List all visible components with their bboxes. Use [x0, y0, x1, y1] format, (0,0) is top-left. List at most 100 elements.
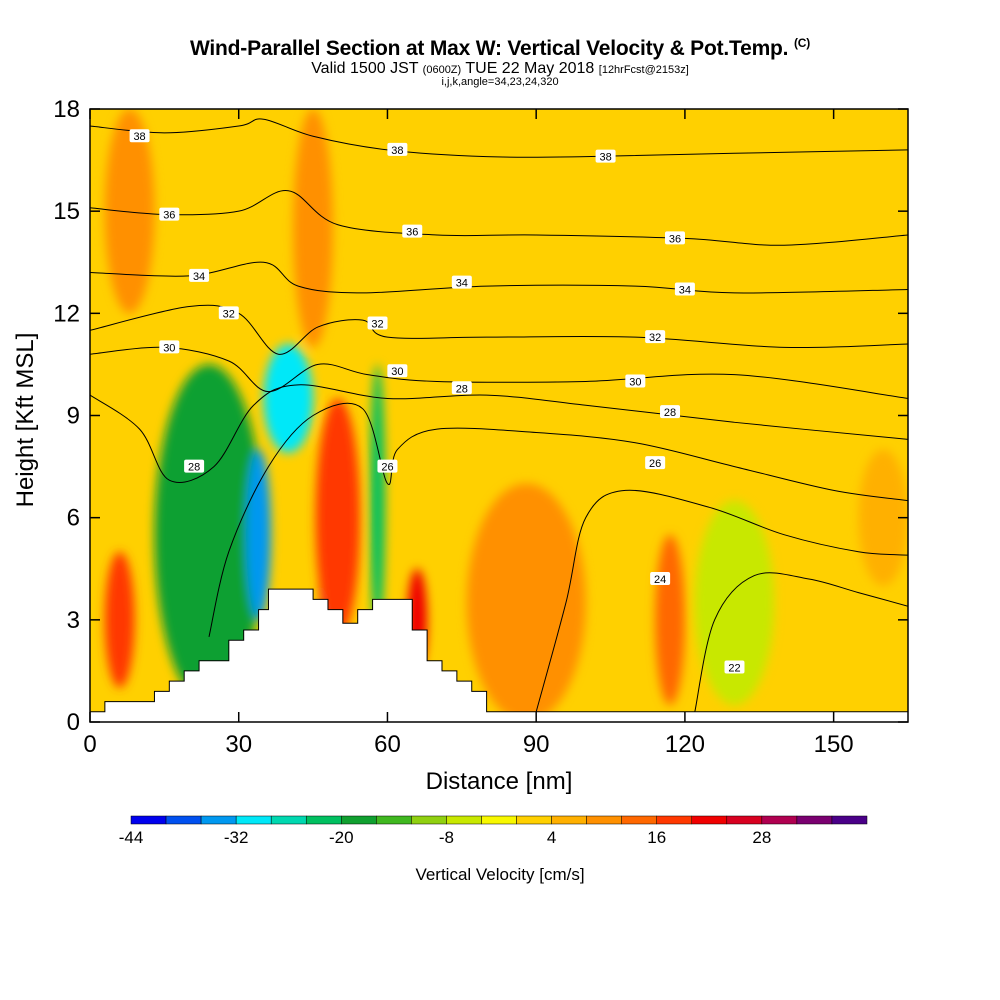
contour-label-text: 30: [163, 342, 175, 354]
contour-label-box: [367, 316, 388, 330]
contour-label-box: [402, 224, 423, 238]
colorbar-swatch: [551, 815, 587, 825]
chart-title-unit: (C): [793, 36, 811, 50]
contour-label-box: [159, 207, 180, 221]
contour-label-box: [377, 459, 398, 473]
contour-label-text: 36: [163, 210, 175, 222]
contour-label-text: 32: [371, 319, 383, 331]
w-cell: [370, 364, 385, 637]
grid-index-info: i,j,k,angle=34,23,24,320: [441, 76, 559, 88]
colorbar-tick-label: -44: [119, 828, 144, 847]
w-cell: [694, 500, 775, 705]
contour-label-box: [387, 142, 408, 156]
colorbar-swatch: [165, 815, 202, 825]
colorbar-swatch: [621, 815, 657, 825]
chart-subtitle: Valid 1500 JST (0600Z) TUE 22 May 2018 […: [0, 60, 1000, 78]
contour-label-box: [184, 459, 205, 473]
colorbar-swatch: [235, 815, 272, 825]
colorbar-tick-label: 28: [752, 828, 771, 847]
contour-label-text: 28: [188, 462, 200, 474]
contour-label-36: 36: [664, 231, 685, 245]
w-cell: [154, 364, 264, 705]
colorbar-swatch: [656, 815, 693, 825]
contour-label-box: [660, 405, 681, 419]
x-tick-label: 120: [665, 731, 705, 758]
colorbar-swatch: [761, 815, 798, 825]
colorbar-swatch: [130, 815, 167, 825]
contour-label-36: 36: [402, 224, 423, 239]
contour-label-text: 30: [629, 376, 641, 388]
colorbar: -44 -32 -20 -8 4 16 28: [119, 815, 868, 847]
colorbar-swatch: [691, 815, 728, 825]
contour-label-22: 22: [724, 660, 745, 675]
contour-label-text: 28: [456, 383, 468, 395]
plot-area: 38 38 38 36 36 36 34 34 34 32 32 32 30 30 30 28 28 28 26 26…: [89, 108, 909, 723]
contour-label-38: 38: [595, 149, 616, 164]
y-tick-label: 18: [53, 96, 80, 123]
contour-label-box: [189, 268, 210, 282]
contour-label-34: 34: [451, 275, 472, 290]
forecast-info: [12hrFcst@2153z]: [598, 64, 689, 76]
contour-label-34: 34: [674, 282, 695, 296]
y-tick-label: 15: [53, 198, 80, 225]
contour-label-text: 30: [391, 366, 403, 378]
colorbar-swatch: [200, 815, 237, 825]
colorbar-tick-label: -8: [439, 828, 454, 847]
contour-label-box: [645, 456, 666, 470]
contour-label-box: [645, 330, 666, 344]
contour-label-32: 32: [645, 330, 666, 344]
terrain: [89, 588, 909, 723]
w-cell: [263, 343, 314, 453]
w-cell: [293, 109, 333, 348]
contour-label-box: [724, 660, 745, 674]
terrain-profile: [89, 588, 909, 723]
x-axis-label: Distance [nm]: [426, 768, 573, 795]
contour-label-box: [674, 282, 695, 296]
contour-label-24: 24: [650, 571, 671, 586]
contour-label-text: 24: [654, 574, 666, 586]
contour-label-36: 36: [159, 207, 180, 222]
theta-contour-36: [90, 190, 908, 246]
contour-label-26: 26: [377, 459, 398, 474]
contour-label-30: 30: [159, 340, 180, 354]
y-tick-label: 3: [67, 607, 80, 634]
w-cell: [858, 449, 908, 586]
contour-labels: 38 38 38 36 36 36 34 34 34 32 32 32 30 30 30 28 28 28 26 26…: [129, 129, 745, 675]
contour-label-34: 34: [189, 268, 210, 283]
contour-label-28: 28: [660, 405, 681, 419]
theta-contour-26: [208, 402, 908, 637]
y-tick-label: 9: [67, 403, 80, 430]
colorbar-label: Vertical Velocity [cm/s]: [415, 865, 584, 884]
theta-contour-24: [535, 489, 908, 712]
colorbar-swatch: [586, 815, 622, 825]
contour-label-box: [159, 340, 180, 354]
contour-label-box: [451, 381, 472, 395]
contour-label-box: [625, 374, 646, 388]
theta-contour-22: [694, 572, 908, 712]
colorbar-tick-label: -32: [224, 828, 249, 847]
contour-label-box: [129, 129, 150, 143]
contour-label-text: 34: [679, 284, 691, 296]
contour-label-28: 28: [184, 459, 205, 474]
contour-label-30: 30: [625, 374, 646, 388]
y-axis-label: Height [Kft MSL]: [12, 333, 39, 508]
contour-label-38: 38: [387, 142, 408, 157]
colorbar-swatch: [270, 815, 307, 825]
contour-label-text: 36: [406, 227, 418, 239]
colorbar-tick-label: 16: [647, 828, 666, 847]
contour-label-text: 28: [664, 407, 676, 419]
contour-label-box: [218, 306, 239, 320]
valid-zulu: (0600Z): [422, 64, 462, 76]
x-tick-label: 150: [814, 731, 854, 758]
contour-label-38: 38: [129, 129, 150, 143]
contour-label-text: 32: [649, 332, 661, 344]
colorbar-swatch: [516, 815, 552, 825]
w-cell: [104, 551, 135, 688]
colorbar-swatch: [411, 815, 447, 825]
w-cell: [315, 398, 361, 637]
x-tick-label: 60: [374, 731, 401, 758]
contour-label-box: [387, 364, 408, 378]
x-tick-label: 30: [225, 731, 252, 758]
